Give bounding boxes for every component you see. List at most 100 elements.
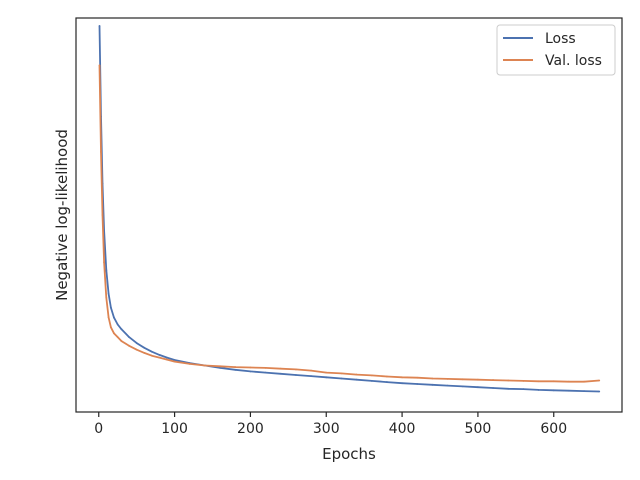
data-point-val-loss (264, 366, 267, 369)
data-point-val-loss (431, 377, 434, 380)
data-point-loss (109, 306, 112, 309)
data-point-loss (219, 366, 221, 369)
data-point-loss (568, 389, 570, 392)
data-point-val-loss (583, 380, 585, 383)
data-point-val-loss (219, 365, 221, 368)
data-point-val-loss (401, 376, 403, 379)
data-point-val-loss (386, 375, 388, 378)
data-point-loss (507, 387, 510, 390)
data-point-loss (150, 350, 153, 353)
x-tick-label: 400 (389, 421, 416, 437)
data-point-val-loss (135, 348, 138, 351)
x-tick-label: 600 (540, 421, 567, 437)
data-point-loss (128, 336, 130, 339)
data-point-loss (107, 292, 110, 295)
legend: Loss Val. loss (496, 24, 616, 76)
data-point-loss (158, 353, 161, 356)
data-point-loss (98, 24, 101, 27)
x-tick-label: 300 (313, 421, 340, 437)
data-point-loss (355, 378, 358, 381)
data-point-val-loss (310, 369, 312, 372)
data-point-val-loss (101, 214, 104, 216)
data-point-val-loss (204, 364, 206, 367)
data-point-loss (295, 374, 297, 376)
data-point-val-loss (120, 340, 123, 342)
data-point-loss (431, 383, 434, 386)
data-point-val-loss (103, 261, 105, 264)
data-point-val-loss (461, 378, 464, 381)
data-point-loss (173, 359, 176, 361)
data-point-val-loss (446, 378, 449, 380)
data-point-val-loss (107, 316, 110, 319)
data-point-val-loss (166, 358, 168, 361)
data-point-loss (143, 346, 146, 349)
data-point-loss (477, 386, 479, 389)
data-point-val-loss (249, 366, 252, 369)
data-point-loss (325, 376, 328, 379)
data-point-loss (113, 316, 115, 319)
data-point-loss (116, 323, 119, 326)
x-tick-label: 500 (465, 421, 492, 437)
data-point-val-loss (492, 379, 494, 381)
data-point-loss (264, 371, 267, 374)
plot-frame (75, 17, 623, 413)
data-point-val-loss (105, 296, 108, 299)
data-point-val-loss (109, 326, 112, 329)
data-point-loss (310, 375, 312, 378)
data-point-val-loss (355, 373, 358, 376)
data-point-val-loss (158, 356, 161, 359)
data-point-val-loss (116, 336, 119, 339)
data-point-val-loss (416, 376, 419, 379)
data-point-val-loss (325, 371, 328, 374)
data-point-loss (386, 381, 388, 383)
data-point-val-loss (295, 368, 297, 371)
data-point-loss (234, 368, 237, 371)
data-point-loss (340, 377, 343, 380)
data-point-val-loss (100, 151, 102, 153)
data-point-val-loss (98, 64, 101, 67)
data-point-loss (249, 370, 252, 373)
data-point-val-loss (128, 344, 130, 347)
data-point-val-loss (234, 366, 237, 368)
data-point-loss (522, 388, 525, 391)
x-tick-label: 200 (237, 421, 264, 437)
data-point-val-loss (477, 378, 479, 381)
data-point-loss (461, 385, 464, 388)
data-point-val-loss (537, 380, 540, 383)
data-point-val-loss (173, 360, 176, 363)
data-point-loss (446, 384, 449, 387)
plot-background (76, 18, 622, 412)
data-point-val-loss (279, 367, 282, 370)
data-point-val-loss (340, 372, 343, 375)
data-point-val-loss (113, 332, 115, 335)
data-point-loss (120, 328, 123, 331)
series-layer (98, 24, 601, 393)
x-tick-label: 0 (94, 421, 103, 437)
data-point-loss (598, 390, 601, 393)
data-point-val-loss (150, 354, 153, 357)
data-point-val-loss (143, 352, 146, 354)
data-point-val-loss (507, 379, 510, 382)
data-point-loss (537, 389, 540, 391)
data-point-val-loss (370, 374, 373, 377)
x-tick-label: 100 (161, 421, 188, 437)
data-point-val-loss (522, 379, 525, 382)
data-point-loss (416, 383, 419, 385)
x-axis-label: Epochs (322, 445, 376, 463)
data-point-loss (105, 269, 108, 272)
data-point-loss (492, 387, 494, 389)
data-point-val-loss (598, 379, 601, 382)
data-point-loss (583, 390, 585, 393)
data-point-loss (401, 382, 403, 385)
y-axis-label: Negative log-likelihood (53, 129, 71, 301)
data-point-val-loss (552, 380, 555, 383)
data-point-loss (166, 356, 168, 359)
legend-label-val-loss: Val. loss (545, 53, 602, 69)
data-point-val-loss (568, 380, 570, 383)
data-point-loss (279, 372, 282, 375)
data-point-val-loss (188, 363, 191, 365)
data-point-loss (552, 389, 555, 392)
data-point-loss (370, 379, 373, 382)
data-point-loss (135, 342, 138, 344)
